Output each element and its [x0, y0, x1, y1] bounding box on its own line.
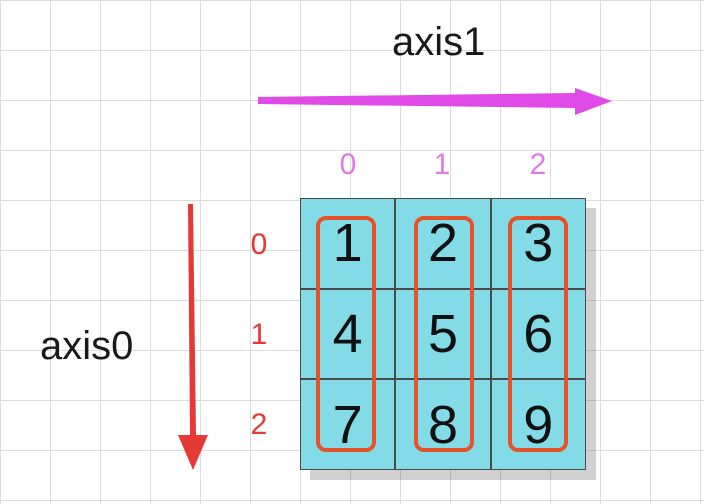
matrix-cell: 6 [490, 288, 586, 380]
matrix-cell: 4 [300, 288, 396, 380]
row-index-1: 1 [250, 318, 268, 351]
axis1-label: axis1 [392, 20, 486, 64]
matrix-cell: 9 [490, 379, 586, 470]
column-highlight-0 [316, 216, 376, 452]
col-index-1: 1 [433, 148, 451, 181]
matrix-cell: 7 [300, 379, 396, 470]
axis1-arrow [258, 88, 612, 115]
matrix: 1 2 3 4 5 6 7 8 9 [300, 198, 586, 470]
matrix-cell: 5 [395, 288, 491, 380]
col-index-2: 2 [529, 148, 547, 181]
column-highlight-2 [508, 216, 568, 452]
axis0-label: axis0 [40, 324, 134, 368]
axis0-arrow [178, 204, 208, 470]
matrix-cell: 8 [395, 379, 491, 470]
matrix-cell: 1 [300, 198, 396, 289]
column-highlight-1 [414, 216, 474, 452]
matrix-cell: 3 [490, 198, 586, 289]
col-index-0: 0 [339, 148, 357, 181]
matrix-cell: 2 [395, 198, 491, 289]
row-index-0: 0 [250, 228, 268, 261]
row-index-2: 2 [250, 408, 268, 441]
